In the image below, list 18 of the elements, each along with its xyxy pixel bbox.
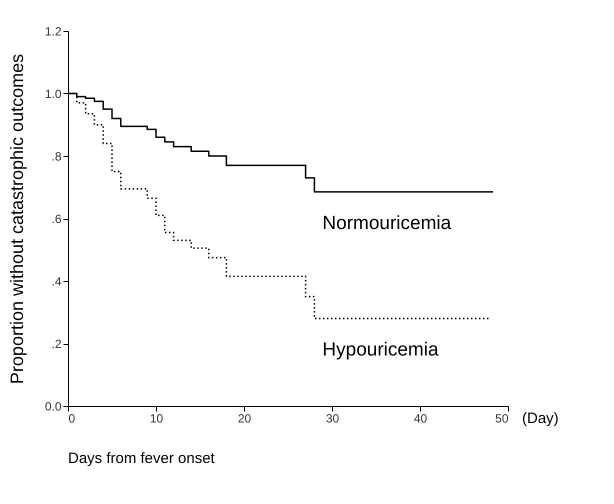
series-label: Normouricemia xyxy=(322,212,452,234)
y-tick-label: 0.0 xyxy=(44,400,62,414)
y-tick-label: .6 xyxy=(51,212,62,226)
series-label: Hypouricemia xyxy=(322,340,439,360)
y-tick-label: 1.2 xyxy=(44,24,62,38)
y-tick-label: .2 xyxy=(51,337,62,351)
x-tick-label: 30 xyxy=(326,412,340,426)
x-tick-label: 0 xyxy=(68,412,76,426)
x-tick-label: 10 xyxy=(150,412,164,426)
y-tick-label: 1.0 xyxy=(44,87,62,101)
y-axis-title: Proportion without catastrophic outcomes xyxy=(6,54,27,384)
y-tick-label: .4 xyxy=(51,274,62,288)
x-tick-label: 20 xyxy=(238,412,252,426)
y-tick-label: .8 xyxy=(51,150,62,164)
text: (Day) xyxy=(522,410,559,427)
x-axis-title: Days from fever onset xyxy=(68,450,216,467)
x-tick-label: 50 xyxy=(495,412,509,426)
x-tick-label: 40 xyxy=(414,412,428,426)
